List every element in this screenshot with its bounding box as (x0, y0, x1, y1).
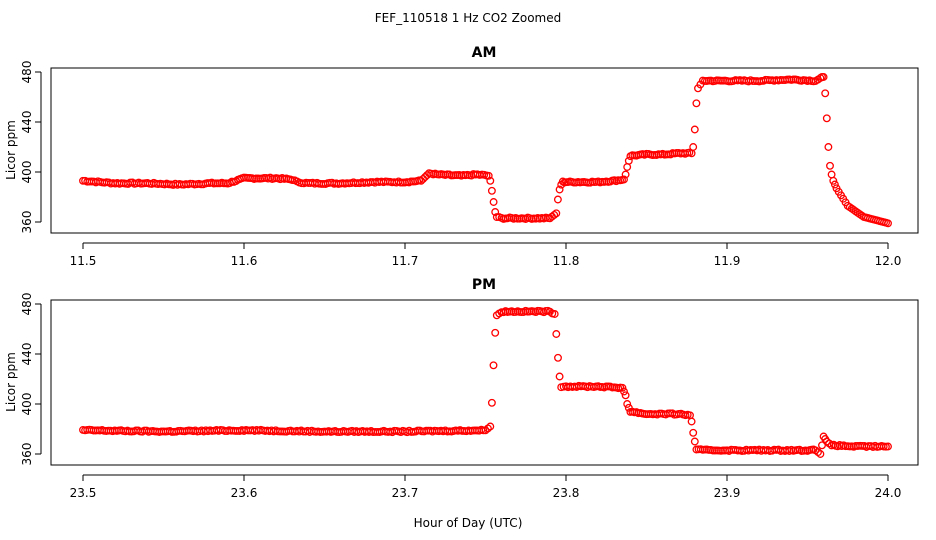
figure-title: FEF_110518 1 Hz CO2 Zoomed (375, 11, 561, 25)
am-y-tick-label: 400 (20, 161, 34, 184)
am-x-tick-label: 11.8 (553, 254, 580, 268)
am-x-tick-label: 11.5 (70, 254, 97, 268)
pm-data-point (818, 441, 826, 450)
pm-data-point (491, 328, 500, 337)
am-data-point (623, 163, 632, 171)
pm-y-tick-label: 360 (20, 443, 34, 466)
pm-data-point (620, 387, 628, 396)
am-data-point (824, 143, 833, 151)
pm-data-point (689, 428, 698, 437)
am-y-tick-label: 440 (20, 111, 34, 134)
am-data-point (821, 89, 830, 98)
pm-y-tick-label: 480 (20, 293, 34, 316)
pm-data-point (487, 398, 496, 407)
am-panel-title: AM (472, 45, 497, 61)
pm-x-tick-label: 23.7 (392, 486, 419, 500)
pm-y-axis-label: Licor ppm (4, 352, 18, 412)
pm-x-tick-label: 23.8 (553, 486, 580, 500)
pm-panel-title: PM (472, 277, 496, 293)
pm-data-point (816, 450, 825, 458)
pm-data-point (623, 400, 632, 408)
am-data-point (491, 208, 500, 216)
am-data-point (552, 209, 561, 218)
am-data-point (690, 125, 699, 134)
am-data-point (830, 180, 839, 189)
am-data-point (884, 219, 892, 228)
pm-data-point (555, 372, 564, 381)
am-data-point (826, 161, 834, 170)
pm-panel: PM 23.5 23.6 23.7 23.8 23.9 24.0 360 400 440 480… (4, 277, 919, 500)
am-data-point (621, 170, 630, 179)
pm-data-point (621, 391, 630, 400)
am-x-tick-label: 11.9 (714, 254, 741, 268)
am-data-point (819, 73, 828, 81)
pm-data-point (552, 330, 561, 338)
am-data-point (822, 114, 831, 123)
am-data-point (232, 177, 240, 186)
am-data-point (829, 176, 838, 185)
pm-y-axis: 360 400 440 480 (20, 293, 42, 466)
pm-plot-frame (50, 299, 919, 466)
pm-data-point (489, 361, 498, 370)
pm-x-tick-label: 24.0 (875, 486, 902, 500)
am-data-point (487, 186, 496, 195)
am-data-points (79, 72, 892, 228)
am-panel: AM 11.5 11.6 11.7 11.8 11.9 12.0 360 400 440 480… (4, 45, 919, 268)
am-data-point (692, 99, 701, 108)
am-y-axis-label: Licor ppm (4, 120, 18, 180)
am-data-point (827, 170, 836, 179)
pm-y-tick-label: 400 (20, 393, 34, 416)
am-x-tick-label: 11.7 (392, 254, 419, 268)
pm-x-tick-label: 23.5 (70, 486, 97, 500)
pm-x-axis: 23.5 23.6 23.7 23.8 23.9 24.0 (70, 474, 902, 500)
pm-data-point (825, 439, 834, 448)
pm-data-point (618, 383, 627, 392)
am-plot-frame (50, 67, 919, 234)
pm-data-points (79, 306, 892, 458)
am-y-axis: 360 400 440 480 (20, 61, 42, 234)
am-x-axis: 11.5 11.6 11.7 11.8 11.9 12.0 (70, 242, 902, 268)
x-axis-label: Hour of Day (UTC) (414, 516, 523, 530)
pm-data-point (550, 310, 559, 318)
pm-y-tick-label: 440 (20, 343, 34, 366)
am-data-point (489, 198, 498, 206)
am-y-tick-label: 480 (20, 61, 34, 84)
am-data-point (689, 143, 698, 151)
pm-x-tick-label: 23.9 (714, 486, 741, 500)
am-x-tick-label: 11.6 (231, 254, 258, 268)
am-x-tick-label: 12.0 (875, 254, 902, 268)
am-y-tick-label: 360 (20, 211, 34, 234)
pm-data-point (486, 422, 495, 431)
am-data-point (486, 176, 495, 185)
pm-data-point (690, 437, 699, 446)
am-data-point (555, 185, 564, 194)
am-data-point (624, 156, 633, 165)
pm-data-point (554, 353, 562, 362)
pm-x-tick-label: 23.6 (231, 486, 258, 500)
am-data-point (484, 171, 493, 180)
pm-data-point (687, 417, 696, 426)
am-data-point (550, 210, 559, 219)
am-data-point (553, 195, 562, 204)
am-data-point (620, 175, 628, 184)
pm-data-point (884, 442, 892, 451)
